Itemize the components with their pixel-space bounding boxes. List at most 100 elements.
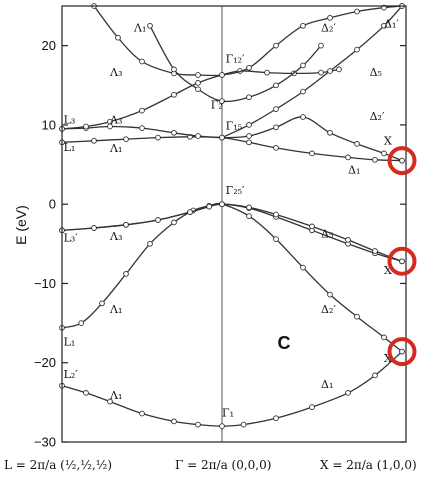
band-data-point: [327, 68, 333, 74]
band-data-point: [273, 236, 279, 242]
band-data-point: [309, 404, 315, 410]
band-data-point: [171, 129, 177, 136]
band-data-point: [171, 219, 177, 226]
symmetry-label: Δ₂′: [370, 110, 385, 123]
band-data-point: [354, 313, 360, 320]
symmetry-label: Δ₅: [321, 228, 333, 241]
band-data-point: [318, 69, 324, 76]
band-data-point: [195, 421, 201, 428]
band-data-point: [195, 72, 201, 78]
symmetry-label: Λ₃: [109, 66, 122, 79]
symmetry-label: Γ₁: [222, 407, 234, 420]
symmetry-label: Δ₁′: [384, 17, 399, 30]
y-tick-label: 10: [42, 117, 56, 132]
band-data-point: [399, 157, 405, 164]
symmetry-label: X: [384, 352, 392, 365]
band-data-point: [300, 22, 306, 29]
y-tick-label: 0: [49, 197, 56, 212]
band-data-point: [155, 134, 161, 141]
band-data-point: [318, 42, 324, 49]
band-data-point: [246, 94, 252, 101]
band-data-point: [187, 209, 193, 215]
band-data-point: [139, 125, 145, 131]
band-data-point: [273, 124, 279, 131]
band-data-point: [139, 107, 145, 114]
x-point-label-l: L = 2π/a (½,½,½): [4, 458, 112, 472]
band-data-point: [171, 91, 177, 98]
band-data-point: [372, 248, 378, 254]
band-data-point: [219, 72, 225, 78]
band-data-point: [327, 129, 333, 136]
band-data-point: [372, 156, 378, 163]
symmetry-label: Γ₂₅′: [226, 184, 245, 197]
band-line-2: [61, 202, 403, 353]
band-data-point: [345, 154, 351, 161]
band-data-point: [123, 136, 129, 143]
symmetry-label: Λ₁: [133, 21, 146, 34]
band-data-point: [171, 66, 177, 73]
symmetry-label: L₁: [64, 141, 76, 154]
symmetry-label: X: [384, 135, 392, 148]
band-data-point: [219, 98, 225, 104]
band-data-point: [264, 69, 270, 76]
band-data-point: [300, 88, 306, 95]
y-tick-label: −20: [34, 355, 56, 370]
band-data-point: [381, 334, 387, 341]
panel-letter: C: [278, 333, 291, 353]
band-data-point: [246, 133, 252, 139]
band-data-point: [219, 134, 225, 141]
band-data-point: [246, 204, 252, 211]
band-data-point: [171, 418, 177, 425]
band-data-point: [91, 225, 97, 231]
band-data-point: [107, 398, 113, 405]
band-data-point: [123, 271, 129, 277]
symmetry-label: Δ₅: [370, 66, 382, 79]
band-data-point: [273, 211, 279, 218]
highlight-circle: [387, 146, 417, 176]
band-data-point: [381, 150, 387, 157]
symmetry-label: Λ₁: [109, 142, 122, 155]
y-tick-label: −30: [34, 435, 56, 450]
symmetry-label: Γ₁₅: [226, 120, 242, 133]
band-data-point: [345, 390, 351, 396]
band-data-point: [195, 80, 201, 86]
symmetry-label: Δ₂′: [321, 303, 336, 316]
highlight-circle: [387, 246, 417, 276]
band-data-point: [300, 264, 306, 271]
symmetry-label: L₁: [64, 335, 76, 348]
symmetry-label: Λ₁: [109, 303, 122, 316]
band-data-point: [83, 123, 89, 130]
symmetry-label: Λ₁: [109, 389, 122, 402]
band-data-point: [273, 415, 279, 422]
band-data-point: [399, 258, 405, 265]
band-data-point: [327, 291, 333, 298]
symmetry-label: Δ₁: [348, 163, 360, 176]
band-data-point: [91, 137, 97, 144]
band-data-point: [246, 122, 252, 128]
band-data-point: [115, 34, 121, 41]
band-data-point: [147, 22, 153, 29]
symmetry-label: Λ₃: [109, 113, 122, 126]
band-data-point: [155, 217, 161, 223]
band-data-point: [273, 106, 279, 112]
band-data-point: [219, 201, 225, 208]
x-point-label-x: X = 2π/a (1,0,0): [320, 458, 417, 472]
band-data-point: [336, 66, 342, 73]
band-data-point: [219, 423, 225, 429]
band-data-point: [300, 62, 306, 69]
band-data-point: [107, 118, 113, 125]
band-data-point: [372, 372, 378, 379]
band-data-point: [246, 213, 252, 219]
band-data-point: [354, 141, 360, 147]
band-data-point: [206, 203, 213, 210]
x-point-label-gamma: Γ = 2π/a (0,0,0): [175, 458, 271, 472]
band-data-point: [139, 410, 145, 417]
band-data-point: [354, 46, 360, 53]
symmetry-label: Δ₁: [321, 378, 333, 391]
band-data-point: [123, 221, 129, 228]
band-data-point: [246, 64, 252, 71]
band-data-point: [195, 86, 201, 93]
band-data-point: [381, 22, 387, 29]
y-tick-label: 20: [42, 38, 56, 53]
